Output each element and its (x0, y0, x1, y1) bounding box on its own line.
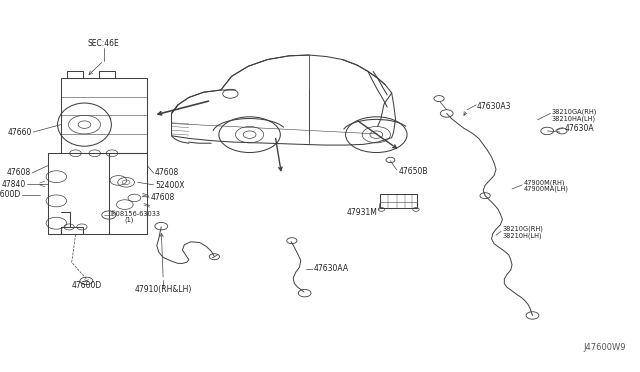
Text: ®08156-63033: ®08156-63033 (109, 211, 160, 217)
Text: 47600D: 47600D (0, 190, 20, 199)
Text: 47900MA(LH): 47900MA(LH) (524, 186, 568, 192)
Text: 47630A3: 47630A3 (477, 102, 511, 110)
Text: 38210H(LH): 38210H(LH) (502, 232, 542, 239)
Text: J47600W9: J47600W9 (584, 343, 626, 352)
Bar (61, 78, 147, 153)
Text: SEC:46E: SEC:46E (88, 39, 120, 48)
Text: (1): (1) (125, 217, 134, 224)
Text: 47650B: 47650B (399, 167, 428, 176)
Text: 47630AA: 47630AA (314, 264, 349, 273)
Text: 47608: 47608 (6, 169, 31, 177)
Text: 47630A: 47630A (564, 124, 594, 133)
Bar (67, 71, 83, 78)
Bar (99, 71, 115, 78)
Text: 47900M(RH): 47900M(RH) (524, 179, 565, 186)
Text: 47931M: 47931M (347, 208, 378, 217)
Text: 47910(RH&LH): 47910(RH&LH) (134, 285, 192, 294)
Text: 38210GA(RH): 38210GA(RH) (552, 108, 597, 115)
Text: 47608: 47608 (150, 193, 175, 202)
Text: 47608: 47608 (155, 169, 179, 177)
Text: 52400X: 52400X (155, 182, 184, 190)
Text: 47600D: 47600D (71, 281, 102, 290)
Text: 38210HA(LH): 38210HA(LH) (552, 115, 596, 122)
Text: 38210G(RH): 38210G(RH) (502, 226, 543, 232)
Text: 47840: 47840 (1, 180, 26, 189)
Bar (380, 194, 417, 208)
Text: 47660: 47660 (8, 128, 32, 137)
